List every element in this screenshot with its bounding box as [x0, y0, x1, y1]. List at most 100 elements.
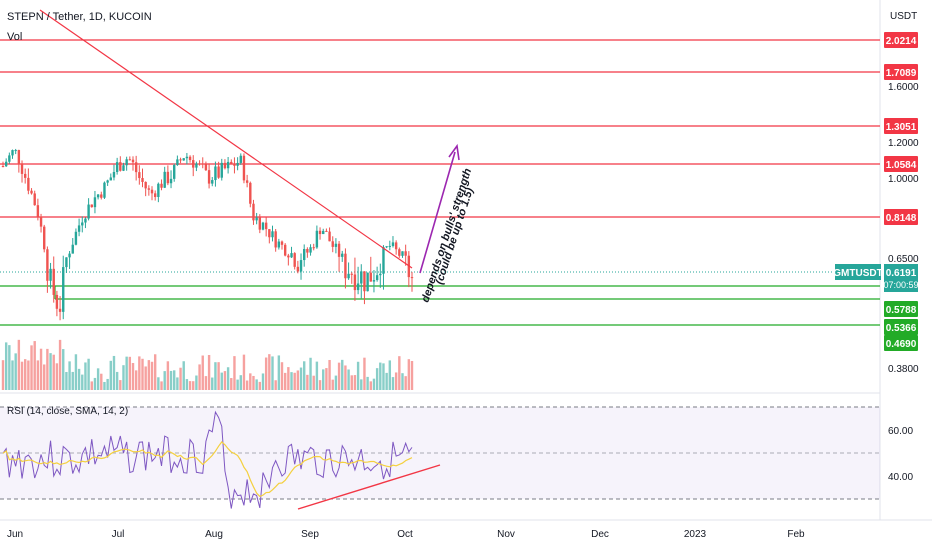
volume-bar: [207, 354, 211, 390]
volume-bar: [315, 361, 319, 390]
candle: [398, 247, 401, 258]
candle: [153, 190, 157, 201]
volume-bar: [109, 360, 112, 390]
volume-bar: [239, 375, 242, 390]
volume-bar: [226, 367, 230, 390]
candle: [372, 270, 376, 293]
volume-bar: [4, 342, 8, 390]
volume-bar: [322, 369, 325, 390]
volume-bar: [258, 381, 262, 390]
volume-bar: [84, 362, 87, 390]
volume-bar: [220, 372, 223, 390]
candle: [242, 153, 246, 184]
rsi-tick: 60.00: [888, 426, 913, 437]
volume-bar: [188, 381, 192, 390]
volume-bar: [195, 375, 198, 390]
volume-bar: [8, 345, 11, 390]
candle: [379, 263, 382, 288]
volume-bar: [283, 372, 287, 390]
volume-bar: [185, 379, 189, 390]
volume-bar: [71, 371, 74, 390]
price-tag-label: 0.5366: [886, 323, 917, 334]
volume-bar: [33, 341, 36, 390]
candle: [11, 149, 14, 159]
volume-bar: [160, 381, 163, 390]
candle: [277, 238, 281, 250]
candle: [226, 156, 230, 174]
candle: [166, 165, 170, 186]
volume-bar: [23, 359, 27, 390]
candle: [106, 179, 109, 186]
time-label: 2023: [684, 529, 707, 540]
volume-bar: [410, 360, 414, 390]
time-label: Dec: [591, 529, 609, 540]
price-tick: 1.2000: [888, 138, 919, 149]
candle: [131, 156, 135, 171]
volume-bar: [166, 361, 170, 390]
volume-bar: [122, 365, 125, 390]
price-tag: 0.5366: [884, 319, 918, 335]
volume-bar: [312, 375, 315, 390]
price-tag: 1.3051: [884, 118, 918, 134]
volume-bar: [36, 360, 40, 390]
price-tag: 0.4690: [884, 335, 918, 351]
rsi-tick: 40.00: [888, 472, 913, 483]
volume-bar: [217, 362, 220, 390]
volume-bar: [147, 360, 151, 390]
volume-bar: [385, 372, 388, 390]
volume-bar: [68, 361, 71, 390]
candle: [318, 227, 322, 240]
candle: [356, 266, 360, 295]
volume-bar: [261, 373, 265, 390]
candle: [179, 157, 182, 164]
volume-bar: [201, 355, 204, 390]
candle: [43, 224, 46, 253]
rsi-trendline: [297, 464, 441, 510]
candle: [322, 228, 325, 235]
candle: [144, 181, 147, 197]
candle: [122, 162, 125, 172]
candle: [264, 217, 268, 237]
volume-bar: [306, 374, 309, 390]
candle: [312, 243, 315, 251]
candle: [58, 296, 62, 321]
volume-bar: [369, 381, 372, 390]
candle: [185, 152, 189, 165]
candle: [46, 246, 49, 293]
candle: [388, 240, 392, 251]
candle: [192, 155, 195, 177]
candle: [261, 221, 265, 231]
time-label: Aug: [205, 529, 223, 540]
volume-bar: [169, 370, 173, 390]
price-level-tags: 2.0214 1.7089 1.3051 1.0584 0.8148 0.5788 0.53…: [833, 32, 919, 351]
price-tag-label: 1.3051: [886, 122, 917, 133]
candle: [369, 256, 372, 282]
volume-bar: [14, 353, 17, 390]
candle: [334, 238, 338, 254]
volume-bar: [52, 354, 55, 390]
volume-bar: [347, 369, 350, 390]
volume-bar: [245, 380, 249, 390]
price-tag: 0.5788: [884, 301, 918, 317]
candle: [103, 181, 106, 199]
volume-bar: [334, 375, 338, 390]
volume-bar: [138, 356, 141, 390]
volume-bar: [363, 357, 366, 390]
price-tag-label: 0.8148: [886, 213, 917, 224]
volume-bar: [391, 377, 395, 390]
candle: [309, 244, 312, 256]
candle: [204, 161, 208, 171]
candle: [258, 214, 262, 234]
volume-bar: [39, 348, 43, 390]
price-tick: 0.6500: [888, 254, 919, 265]
candle: [182, 158, 185, 161]
candle: [306, 247, 309, 258]
volume-bar: [103, 381, 106, 390]
price-tag-label: 2.0214: [886, 36, 917, 47]
volume-bar: [318, 380, 322, 390]
price-tag: 0.8148: [884, 209, 918, 225]
candle: [55, 290, 59, 317]
